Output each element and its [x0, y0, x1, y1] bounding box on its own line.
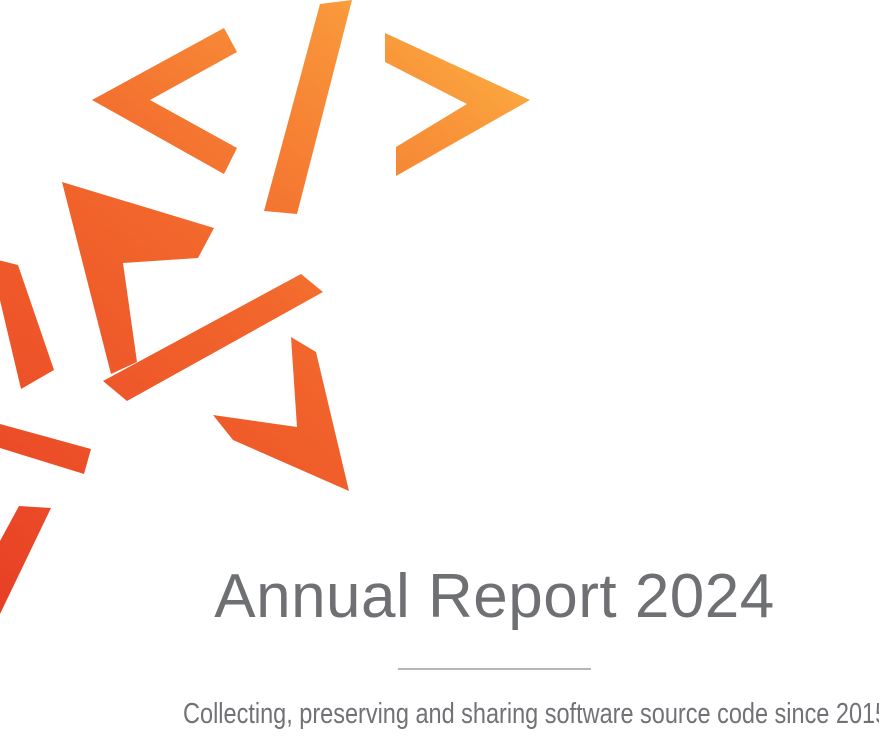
chevron-left-top-icon: [92, 28, 237, 174]
bar-left-edge-icon: [0, 260, 54, 389]
chevron-up-middle-icon: [62, 182, 214, 374]
slash-top-icon: [264, 0, 352, 214]
chevron-down-middle-icon: [213, 337, 349, 491]
chevron-right-top-icon: [385, 33, 530, 176]
diagonal-bar-middle-icon: [103, 274, 323, 401]
slash-bottom-left-icon: [0, 506, 51, 614]
bar-left-lower-icon: [0, 424, 91, 474]
